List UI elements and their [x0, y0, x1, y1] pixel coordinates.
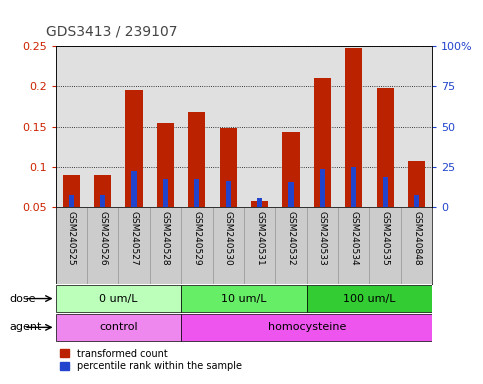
Bar [401, 207, 432, 284]
Bar [314, 78, 331, 207]
Bar [69, 195, 74, 207]
Bar [126, 90, 142, 207]
Bar [251, 201, 268, 207]
Text: GSM240529: GSM240529 [192, 211, 201, 266]
Text: 100 um/L: 100 um/L [343, 293, 396, 304]
Bar [163, 179, 168, 207]
Bar [131, 171, 137, 207]
Text: GSM240525: GSM240525 [67, 211, 76, 266]
Text: GSM240535: GSM240535 [381, 211, 390, 266]
Bar [244, 207, 275, 284]
Bar [414, 195, 419, 207]
Bar [288, 182, 294, 207]
Bar [377, 88, 394, 207]
Text: GSM240530: GSM240530 [224, 211, 233, 266]
Bar [188, 112, 205, 207]
Legend: transformed count, percentile rank within the sample: transformed count, percentile rank withi… [60, 349, 242, 371]
Bar [408, 161, 425, 207]
Bar [345, 48, 362, 207]
Text: GDS3413 / 239107: GDS3413 / 239107 [46, 25, 177, 38]
Bar [181, 285, 307, 313]
Bar [56, 313, 181, 341]
Bar [63, 175, 80, 207]
Text: agent: agent [10, 322, 42, 333]
Bar [56, 285, 181, 313]
Bar [351, 167, 356, 207]
Bar [118, 207, 150, 284]
Bar [56, 207, 87, 284]
Bar [94, 175, 111, 207]
Bar [87, 207, 118, 284]
Bar [275, 207, 307, 284]
Text: GSM240526: GSM240526 [98, 211, 107, 266]
Bar [157, 123, 174, 207]
Text: 0 um/L: 0 um/L [99, 293, 138, 304]
Text: GSM240527: GSM240527 [129, 211, 139, 266]
Text: GSM240848: GSM240848 [412, 211, 421, 266]
Text: 10 um/L: 10 um/L [221, 293, 267, 304]
Text: dose: dose [10, 293, 36, 304]
Bar [220, 127, 237, 207]
Bar [257, 198, 262, 207]
Bar [194, 179, 199, 207]
Bar [338, 207, 369, 284]
Text: GSM240531: GSM240531 [255, 211, 264, 266]
Bar [226, 181, 231, 207]
Bar [369, 207, 401, 284]
Text: GSM240534: GSM240534 [349, 211, 358, 266]
Bar [150, 207, 181, 284]
Bar [307, 285, 432, 313]
Bar [320, 169, 325, 207]
Bar [213, 207, 244, 284]
Text: GSM240532: GSM240532 [286, 211, 296, 266]
Text: homocysteine: homocysteine [268, 322, 346, 333]
Text: control: control [99, 322, 138, 333]
Text: GSM240528: GSM240528 [161, 211, 170, 266]
Bar [383, 177, 388, 207]
Bar [181, 313, 432, 341]
Bar [100, 195, 105, 207]
Bar [283, 132, 299, 207]
Bar [181, 207, 213, 284]
Bar [307, 207, 338, 284]
Text: GSM240533: GSM240533 [318, 211, 327, 266]
